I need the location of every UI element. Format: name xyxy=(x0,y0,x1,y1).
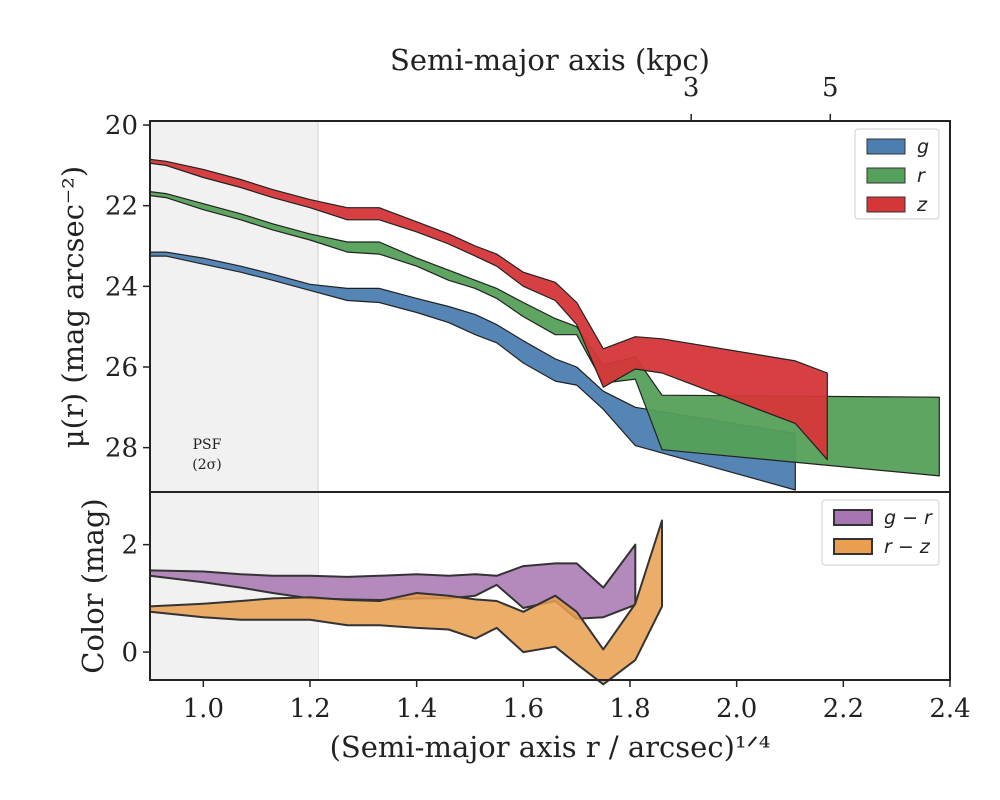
psf-label-line1: PSF xyxy=(193,437,222,453)
band-g xyxy=(149,251,796,491)
surface-brightness-panel: 2022242628351020305075100grz xyxy=(105,73,951,680)
color-profile-panel: 0 2 1.0 1.2 1.4 1.6 1.8 2.0 2.2 2.4 g − r r − z xyxy=(121,491,971,724)
legend-label: z xyxy=(916,194,928,216)
x-tick-label: 2.0 xyxy=(716,694,757,724)
psf-label-line2: (2σ) xyxy=(192,457,221,473)
x-tick-label: 1.6 xyxy=(503,694,544,724)
plot-frame-bottom xyxy=(149,491,951,681)
top-axis-label: Semi-major axis (kpc) xyxy=(390,43,710,77)
y-tick-label-top: 28 xyxy=(105,434,138,464)
legend-label: g − r xyxy=(884,507,933,529)
top-tick-label: 5 xyxy=(822,73,839,103)
band-rz xyxy=(149,519,663,686)
y-tick-label-bottom: 2 xyxy=(121,531,138,561)
y-tick-label-top: 22 xyxy=(105,192,138,222)
x-tick-label: 1.0 xyxy=(183,694,224,724)
legend-swatch xyxy=(866,138,906,155)
legend-swatch xyxy=(833,538,873,555)
y-tick-label-bottom: 0 xyxy=(121,638,138,668)
legend-swatch xyxy=(866,196,906,213)
psf-shade-top xyxy=(150,121,318,492)
top-tick-label: 3 xyxy=(683,73,700,103)
y-tick-label-top: 26 xyxy=(105,353,138,383)
x-tick-label: 2.4 xyxy=(929,694,970,724)
legend-label: r − z xyxy=(884,536,931,558)
y-tick-label-top: 20 xyxy=(105,111,138,141)
x-tick-label: 1.2 xyxy=(289,694,330,724)
band-r xyxy=(149,191,940,477)
band-z xyxy=(149,158,828,461)
legend-label: r xyxy=(917,165,926,187)
legend-label: g xyxy=(917,136,929,158)
legend-swatch xyxy=(833,509,873,526)
legend-swatch xyxy=(866,167,906,184)
x-tick-label: 1.8 xyxy=(609,694,650,724)
y-tick-label-top: 24 xyxy=(105,272,138,302)
x-axis-label: (Semi-major axis r / arcsec)¹ᐟ⁴ xyxy=(330,730,771,764)
x-tick-label: 2.2 xyxy=(823,694,864,724)
y-axis-label-bottom: Color (mag) xyxy=(76,498,110,673)
x-tick-label: 1.4 xyxy=(396,694,437,724)
y-axis-label-top: μ(r) (mag arcsec⁻²) xyxy=(56,166,90,448)
